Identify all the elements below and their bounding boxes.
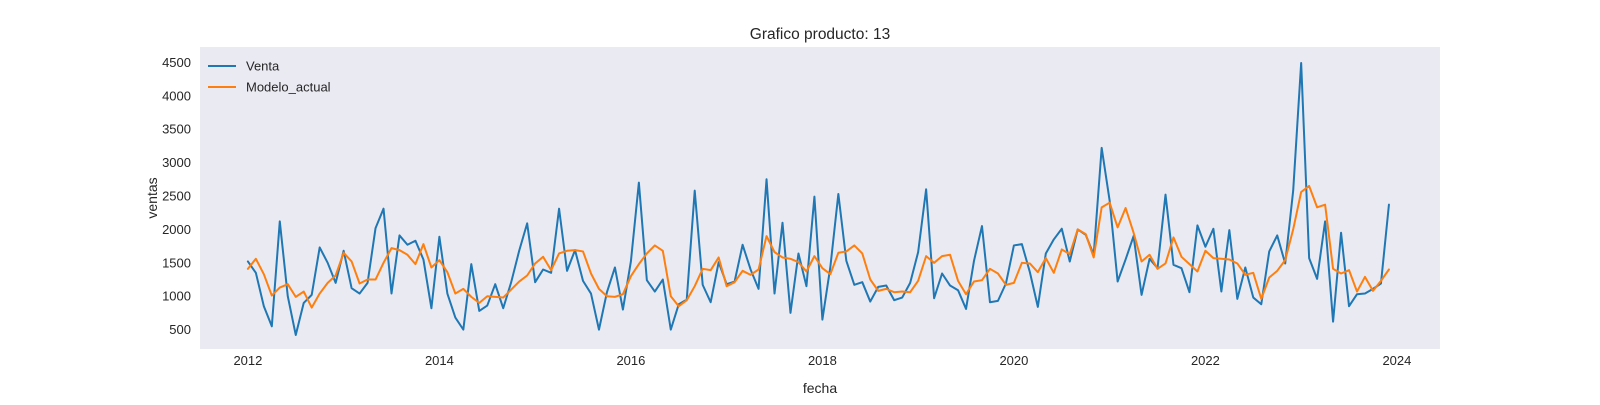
y-tick-label: 1500 bbox=[162, 255, 191, 270]
x-tick-label: 2014 bbox=[425, 353, 454, 368]
plot-area bbox=[200, 47, 1440, 349]
y-tick-label: 500 bbox=[169, 322, 191, 337]
y-tick-label: 3500 bbox=[162, 122, 191, 137]
x-tick-label: 2022 bbox=[1191, 353, 1220, 368]
series-group bbox=[246, 62, 1390, 336]
legend-label: Venta bbox=[246, 59, 280, 74]
y-tick-label: 4500 bbox=[162, 55, 191, 70]
y-tick-label: 1000 bbox=[162, 289, 191, 304]
x-tick-label: 2012 bbox=[233, 353, 262, 368]
y-tick-label: 2000 bbox=[162, 222, 191, 237]
x-tick-label: 2016 bbox=[616, 353, 645, 368]
x-axis-label: fecha bbox=[803, 380, 837, 396]
x-tick-labels: 2012 2014 2016 2018 2020 2022 2024 bbox=[233, 353, 1411, 368]
x-tick-label: 2024 bbox=[1382, 353, 1411, 368]
legend: Venta Modelo_actual bbox=[208, 59, 331, 95]
legend-label: Modelo_actual bbox=[246, 80, 331, 95]
y-tick-labels: 500 1000 1500 2000 2500 3000 3500 4000 4500 bbox=[162, 55, 191, 337]
y-tick-label: 4000 bbox=[162, 88, 191, 103]
x-tick-label: 2018 bbox=[808, 353, 837, 368]
y-tick-label: 3000 bbox=[162, 155, 191, 170]
y-axis-label: ventas bbox=[144, 177, 160, 218]
x-tick-label: 2020 bbox=[999, 353, 1028, 368]
chart-title: Grafico producto: 13 bbox=[750, 26, 890, 43]
y-tick-label: 2500 bbox=[162, 189, 191, 204]
series-line-venta bbox=[246, 62, 1390, 336]
series-line-modelo-actual bbox=[246, 184, 1390, 309]
